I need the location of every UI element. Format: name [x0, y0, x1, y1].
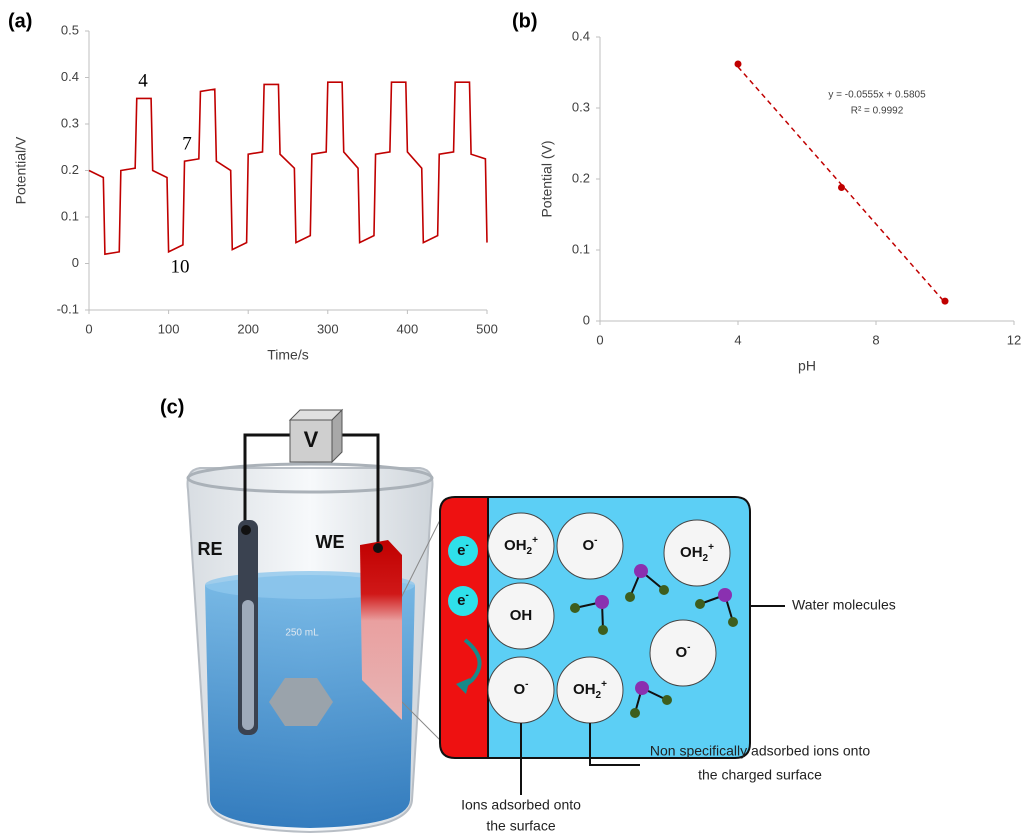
- panel-label: (b): [512, 10, 538, 32]
- ion-label: OH2+: [504, 535, 538, 557]
- y-tick-label: 0: [583, 312, 590, 327]
- callout: Ions adsorbed onto: [461, 797, 581, 813]
- y-tick-label: 0.5: [61, 22, 79, 37]
- x-axis-title: Time/s: [267, 347, 308, 363]
- data-point: [941, 297, 949, 305]
- annotation: 4: [138, 70, 148, 91]
- electrode-label: RE: [197, 539, 222, 559]
- panel-label: (c): [160, 396, 184, 418]
- x-tick-label: 8: [872, 332, 879, 347]
- x-tick-label: 200: [237, 321, 259, 336]
- y-tick-label: 0.2: [61, 162, 79, 177]
- x-tick-label: 300: [317, 321, 339, 336]
- annotation: 7: [182, 133, 192, 154]
- data-point: [838, 184, 845, 192]
- x-tick-label: 4: [734, 332, 741, 347]
- interface-zoom: [439, 496, 785, 795]
- annotation: 10: [171, 256, 190, 277]
- x-tick-label: 500: [476, 321, 498, 336]
- panel-label: (a): [8, 10, 32, 32]
- meter-label: V: [304, 427, 319, 452]
- callout: the surface: [486, 818, 555, 834]
- x-tick-label: 0: [596, 332, 603, 347]
- x-tick-label: 100: [158, 321, 180, 336]
- y-tick-label: 0.3: [61, 115, 79, 130]
- callout: the charged surface: [698, 767, 822, 783]
- data-line: [88, 81, 488, 256]
- ion-label: O-: [675, 642, 690, 661]
- ion-label: OH: [510, 607, 533, 624]
- electron: e-: [457, 590, 469, 609]
- y-tick-label: 0.2: [572, 170, 590, 185]
- x-tick-label: 400: [397, 321, 419, 336]
- y-tick-label: 0.1: [572, 241, 590, 256]
- electron: e-: [457, 540, 469, 559]
- annotation: R² = 0.9992: [851, 106, 904, 117]
- y-tick-label: 0.4: [61, 69, 79, 84]
- y-tick-label: 0: [72, 255, 79, 270]
- y-tick-label: 0.4: [572, 28, 590, 43]
- y-axis-title: Potential/V: [13, 136, 29, 204]
- electrode-label: WE: [316, 532, 345, 552]
- y-tick-label: 0.1: [61, 208, 79, 223]
- beaker-volume: 250 mL: [285, 628, 319, 639]
- beaker: [186, 408, 441, 834]
- ion-label: O-: [513, 679, 528, 698]
- ion-label: OH2+: [680, 542, 714, 564]
- data-point: [734, 60, 742, 68]
- x-tick-label: 12: [1007, 332, 1021, 347]
- callout: Water molecules: [792, 597, 896, 613]
- x-axis-title: pH: [798, 358, 816, 374]
- y-axis-title: Potential (V): [539, 140, 555, 217]
- callout: Non specifically adsorbed ions onto: [650, 743, 870, 759]
- x-tick-label: 0: [85, 321, 92, 336]
- y-tick-label: 0.3: [572, 99, 590, 114]
- y-tick-label: -0.1: [57, 301, 79, 316]
- ion-label: O-: [582, 535, 597, 554]
- annotation: y = -0.0555x + 0.5805: [828, 90, 926, 101]
- ion-label: OH2+: [573, 679, 607, 701]
